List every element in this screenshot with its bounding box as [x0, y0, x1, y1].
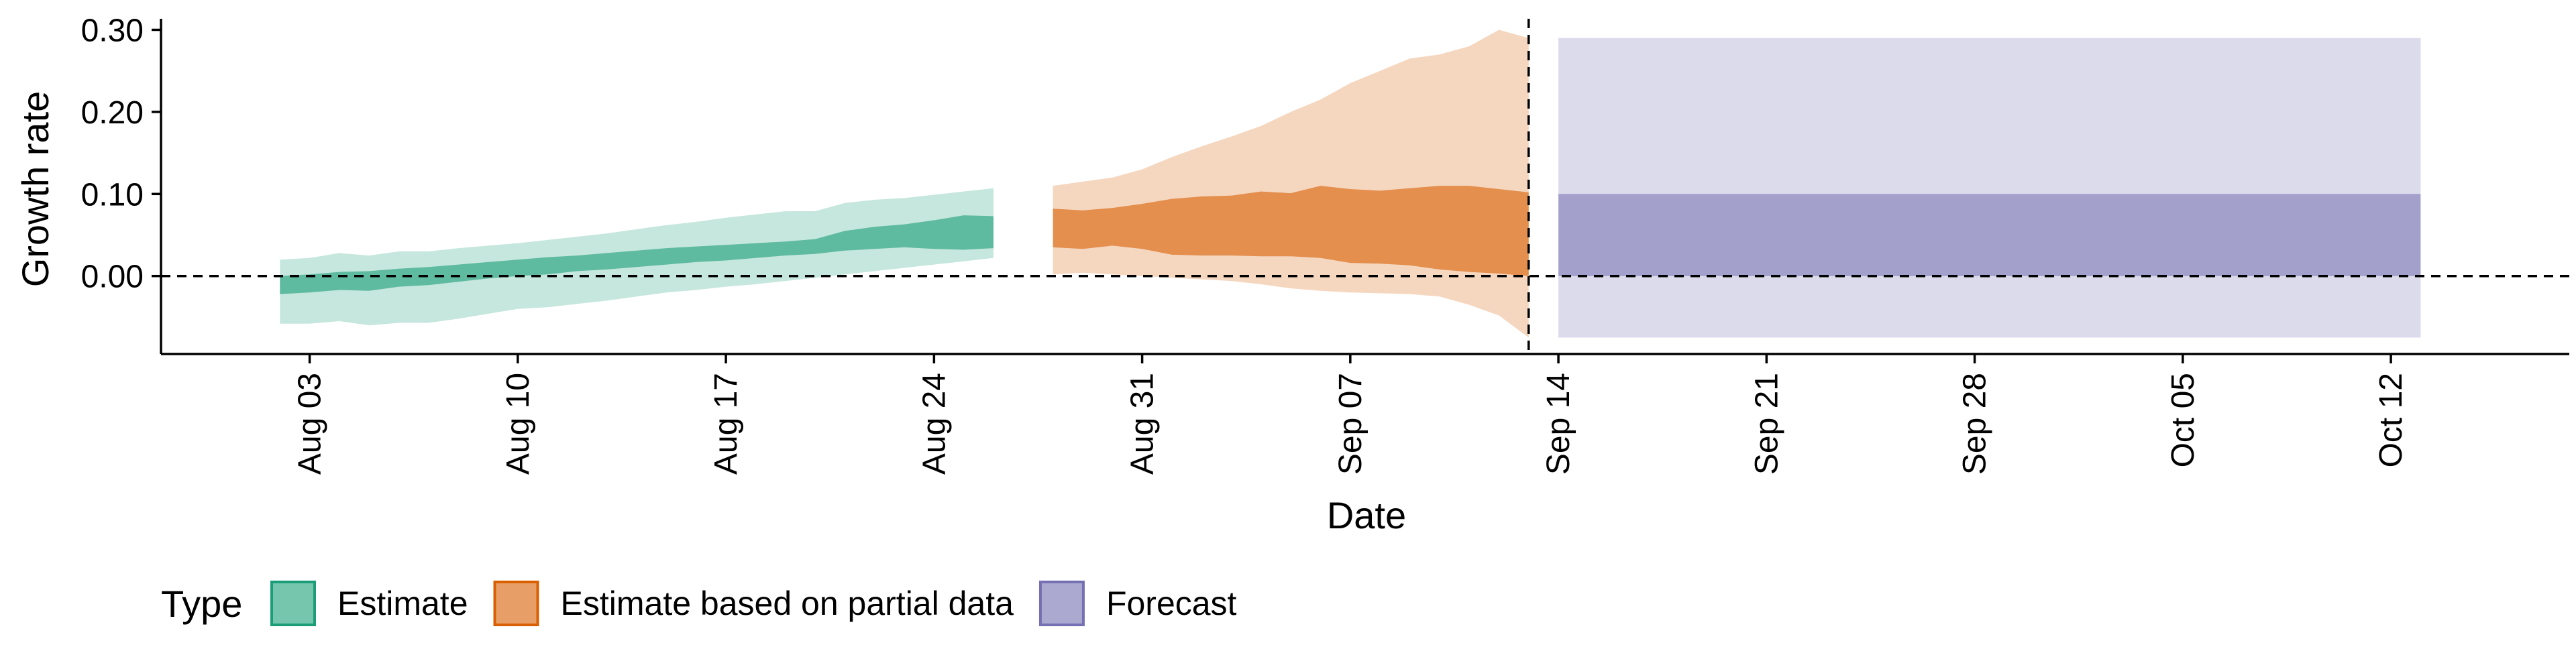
reference-lines: [161, 19, 2569, 354]
forecast-legend-swatch: [1038, 581, 1085, 626]
legend-title: Type: [161, 583, 242, 625]
estimate-based-on-partial-data-band-50: [1053, 186, 1529, 276]
forecast-band-90: [1558, 38, 2421, 338]
forecast-band-50: [1558, 194, 2421, 276]
forecast-legend-label: Forecast: [1106, 585, 1237, 622]
x-tick-label: Aug 10: [500, 373, 536, 475]
estimate-based-on-partial-data-legend-swatch: [493, 581, 539, 626]
estimate-band-50: [280, 215, 994, 294]
x-tick-label: Sep 28: [1957, 373, 1993, 475]
y-tick-label: 0.30: [81, 13, 144, 48]
estimate-based-on-partial-data-legend-label: Estimate based on partial data: [561, 585, 1014, 622]
x-tick-label: Oct 12: [2373, 373, 2409, 467]
y-tick-label: 0.20: [81, 95, 144, 131]
x-tick-label: Sep 21: [1749, 373, 1784, 475]
estimate-legend-label: Estimate: [337, 585, 468, 622]
x-tick-label: Oct 05: [2165, 373, 2201, 467]
estimate-based-on-partial-data-band-90: [1053, 30, 1529, 338]
y-tick-label: 0.00: [81, 259, 144, 295]
x-tick-label: Aug 31: [1125, 373, 1161, 475]
x-tick-label: Aug 17: [708, 373, 744, 475]
x-tick-label: Aug 03: [292, 373, 328, 475]
x-tick-label: Sep 07: [1333, 373, 1368, 475]
estimate-legend-swatch: [270, 581, 316, 626]
y-tick-label: 0.10: [81, 177, 144, 213]
axes-layer: 0.00 0.10 0.20 0.30 Aug 03 Aug 10 Aug 17 Aug 24…: [81, 13, 2569, 475]
legend: Type Estimate Estimate based on partial d…: [161, 581, 1237, 626]
y-axis-title: Growth rate: [14, 91, 56, 288]
x-axis-title: Date: [1327, 494, 1406, 536]
ribbon-layer: [280, 30, 2421, 338]
x-tick-label: Aug 24: [916, 373, 952, 475]
x-tick-label: Sep 14: [1541, 373, 1576, 475]
